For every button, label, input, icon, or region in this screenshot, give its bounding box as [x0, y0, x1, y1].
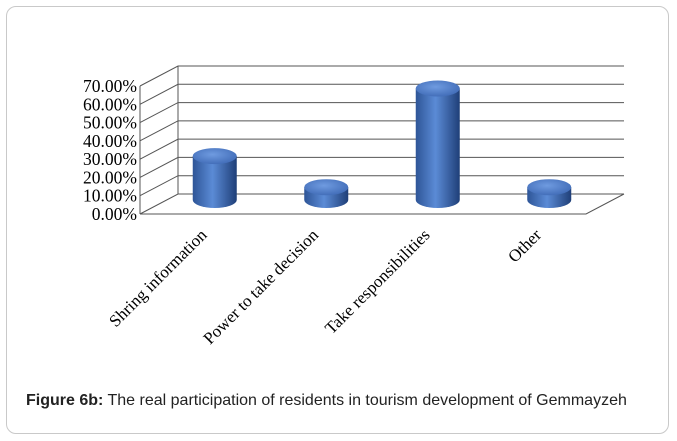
bar-chart: 0.00%10.00%20.00%30.00%40.00%50.00%60.00…	[83, 65, 625, 348]
x-category-label: Take responsibilities	[321, 225, 433, 337]
bar	[415, 88, 460, 208]
y-tick-label: 50.00%	[83, 113, 137, 133]
gridline	[139, 120, 624, 142]
gridline	[139, 83, 624, 105]
bar-top	[304, 179, 349, 196]
caption-label: Figure 6b:	[26, 392, 104, 409]
y-tick-label: 70.00%	[83, 76, 137, 96]
y-tick-label: 60.00%	[83, 94, 137, 114]
y-axis-ticks: 0.00%10.00%20.00%30.00%40.00%50.00%60.00…	[83, 76, 137, 224]
y-tick-label: 10.00%	[83, 186, 137, 206]
y-tick-label: 0.00%	[92, 204, 137, 224]
gridline	[139, 102, 624, 124]
y-tick-label: 40.00%	[83, 131, 137, 151]
bars	[192, 80, 572, 208]
floor-edge	[140, 193, 625, 215]
gridlines	[139, 65, 625, 215]
bar-top	[192, 148, 237, 165]
x-category-label: Power to take decision	[199, 225, 322, 348]
y-tick-label: 20.00%	[83, 167, 137, 187]
bar-top	[415, 80, 460, 97]
bar-top	[527, 179, 572, 196]
x-category-label: Other	[504, 225, 545, 266]
gridline	[139, 65, 624, 87]
bar	[192, 156, 237, 208]
figure-frame	[6, 6, 669, 434]
y-tick-label: 30.00%	[83, 149, 137, 169]
x-category-label: Shring information	[105, 225, 211, 331]
caption-text: The real participation of residents in t…	[103, 392, 627, 409]
figure-caption: Figure 6b: The real participation of res…	[26, 391, 656, 410]
